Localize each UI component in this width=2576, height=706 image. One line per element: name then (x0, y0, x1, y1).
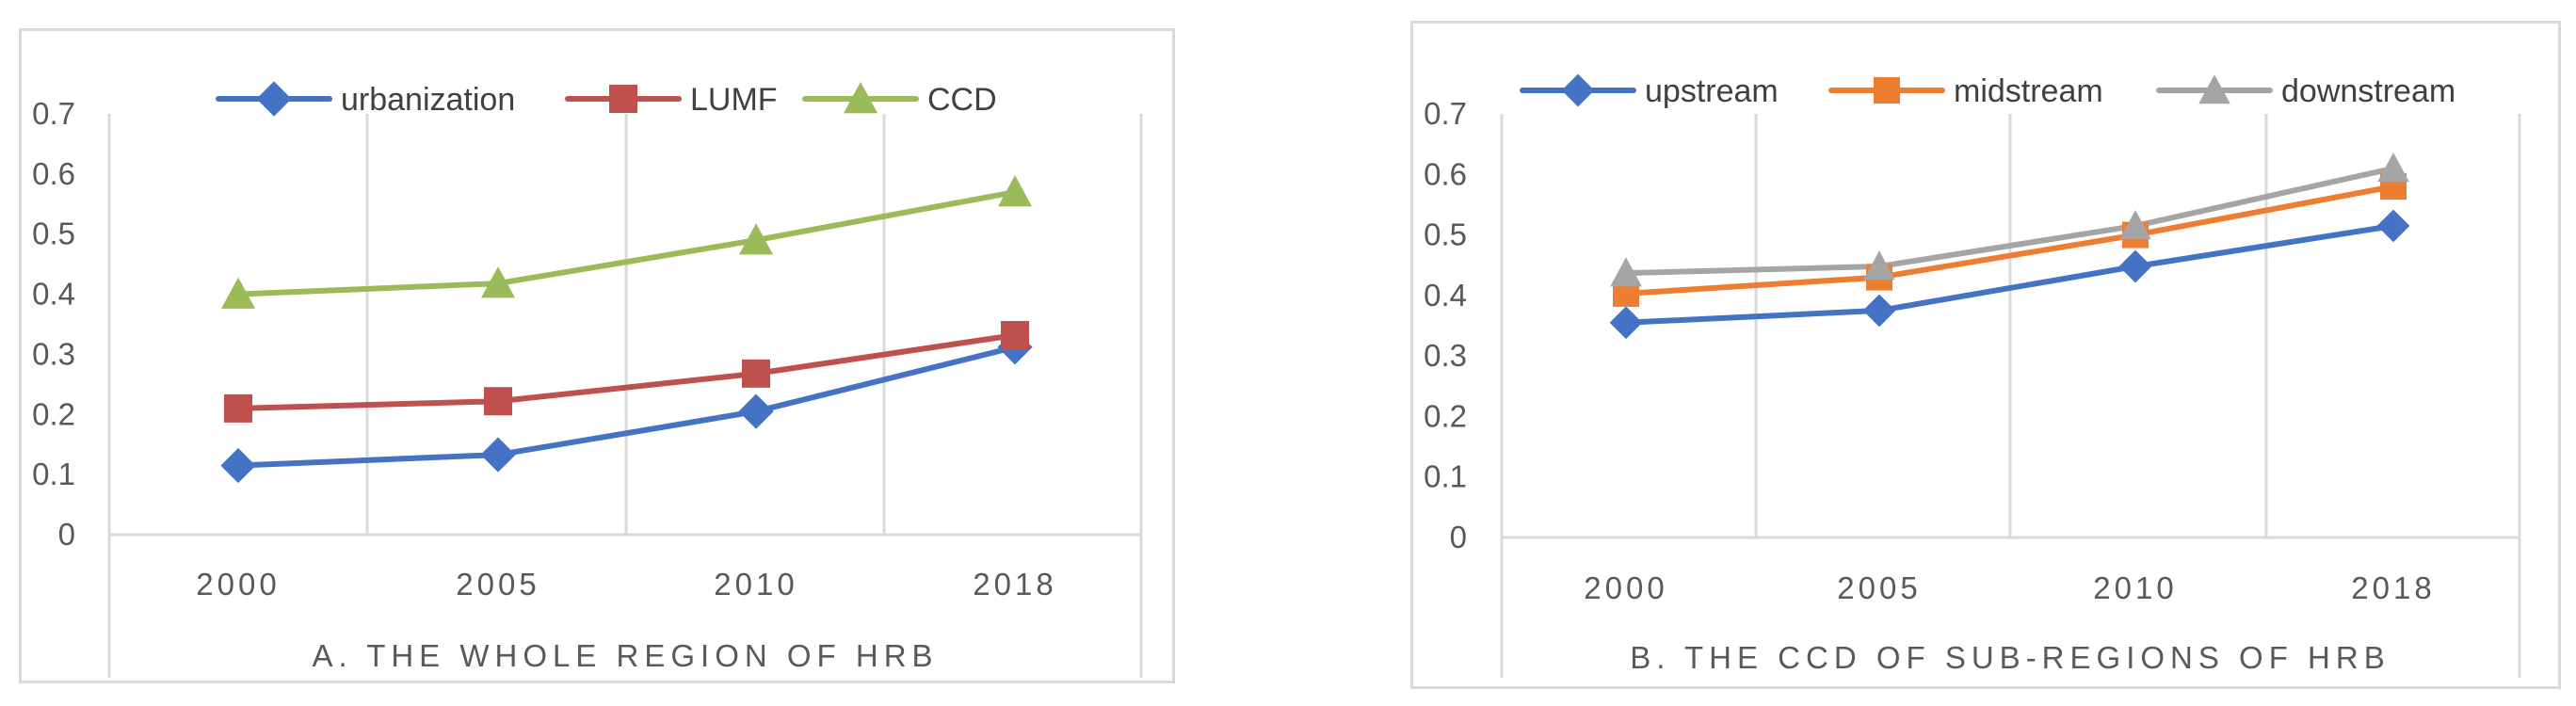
y-tick-label: 0.6 (1424, 156, 1467, 191)
y-tick-label: 0.2 (1424, 398, 1467, 433)
data-point-1-2 (742, 359, 770, 388)
series-line-2 (235, 189, 1018, 297)
y-tick-label: 0.5 (32, 217, 75, 251)
x-tick-label: 2010 (714, 567, 797, 602)
chart-panel-b-frame (1410, 21, 2561, 689)
data-point-0-3 (2376, 209, 2410, 243)
legend-marker (1874, 77, 1900, 104)
data-point-0-1 (1862, 294, 1896, 328)
y-tick-label: 0.4 (1424, 278, 1467, 313)
data-point-0-2 (2118, 249, 2152, 283)
data-point-1-0 (224, 393, 252, 423)
y-tick-label: 0.5 (1424, 217, 1467, 252)
y-tick-label: 0 (58, 517, 75, 552)
legend-marker (1561, 73, 1595, 107)
data-point-2-2 (739, 223, 773, 255)
y-tick-label: 0.7 (1424, 96, 1467, 131)
y-tick-label: 0.2 (32, 396, 75, 431)
legend-marker (2198, 74, 2230, 104)
y-tick-label: 0.7 (32, 96, 75, 131)
data-point-0-1 (480, 437, 516, 473)
data-point-2-0 (221, 277, 255, 309)
chart-panel-a: 0 0.1 0.2 0.3 0.4 0.5 0.6 0.7 2000 2005 2010 2018 A.… (32, 81, 1143, 678)
data-point-2-2 (2119, 210, 2151, 240)
legend-label: downstream (2281, 73, 2455, 109)
data-point-0-2 (738, 393, 774, 429)
data-point-0-0 (1609, 306, 1643, 340)
x-tick-label: 2005 (456, 567, 539, 602)
data-point-2-1 (481, 266, 515, 298)
y-tick-label: 0.3 (32, 336, 75, 371)
data-point-1-1 (484, 387, 512, 416)
data-point-0-0 (220, 447, 256, 484)
series-line-1 (1623, 184, 2396, 297)
y-tick-label: 0.6 (32, 156, 75, 191)
x-tick-label: 2005 (1837, 570, 1921, 605)
x-tick-label: 2018 (973, 567, 1056, 602)
legend-label: urbanization (341, 82, 515, 118)
series-line-0 (1623, 222, 2396, 326)
data-point-1-3 (1001, 320, 1029, 349)
legend-label: midstream (1954, 73, 2103, 109)
data-point-2-1 (1863, 250, 1895, 281)
data-point-2-3 (998, 175, 1032, 207)
legend-marker (844, 82, 877, 114)
data-point-2-0 (1610, 257, 1642, 287)
data-point-2-3 (2377, 152, 2409, 183)
legend-marker (256, 81, 292, 117)
series-line-1 (235, 331, 1018, 411)
x-tick-label: 2000 (1584, 570, 1667, 605)
y-tick-label: 0.3 (1424, 338, 1467, 373)
y-tick-label: 0.4 (32, 277, 75, 312)
y-tick-label: 0 (1450, 520, 1467, 554)
legend-marker (609, 85, 637, 113)
series-line-2 (1623, 165, 2396, 277)
chart-caption: B. THE CCD OF SUB-REGIONS OF HRB (1630, 640, 2390, 675)
y-tick-label: 0.1 (1424, 459, 1467, 494)
chart-caption: A. THE WHOLE REGION OF HRB (312, 638, 938, 673)
x-tick-label: 2018 (2351, 570, 2435, 605)
legend-label: upstream (1645, 73, 1779, 109)
x-tick-label: 2000 (196, 567, 280, 602)
legend-label: CCD (927, 82, 997, 118)
x-tick-label: 2010 (2093, 570, 2177, 605)
legend-label: LUMF (690, 82, 778, 118)
series-line-0 (235, 344, 1018, 469)
y-tick-label: 0.1 (32, 457, 75, 491)
